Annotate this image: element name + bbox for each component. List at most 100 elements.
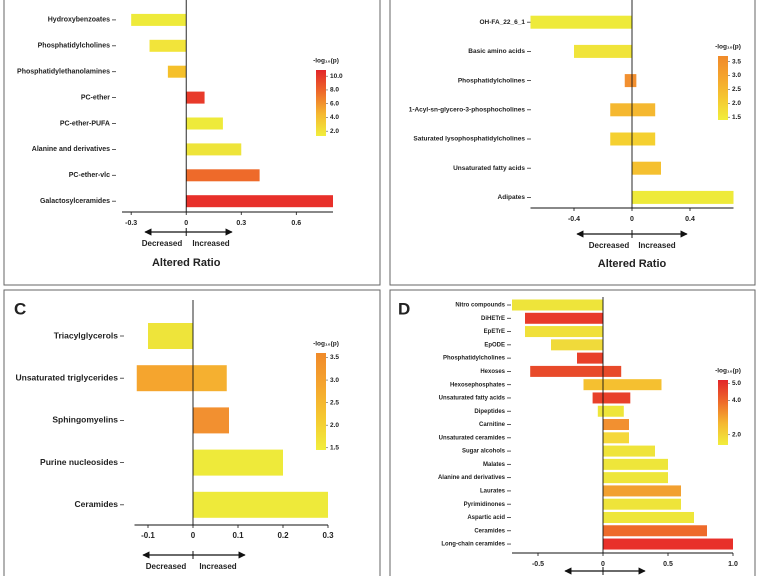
increased-label: Increased bbox=[199, 562, 236, 571]
panel-frame bbox=[3, 289, 381, 576]
colorbar-tick-label: 3.5 bbox=[732, 58, 741, 65]
category-label: Phosphatidylcholines bbox=[38, 43, 110, 50]
bar bbox=[603, 472, 668, 484]
colorbar-tick-label: 2.0 bbox=[732, 100, 741, 107]
category-label: Phosphatidylcholines bbox=[458, 77, 526, 84]
category-label: Unsaturated triglycerides bbox=[15, 372, 118, 382]
category-label: Hydroxybenzoates bbox=[48, 17, 110, 24]
bar bbox=[186, 91, 205, 104]
x-tick-label: 0 bbox=[601, 561, 605, 568]
decreased-label: Decreased bbox=[589, 241, 630, 250]
bar bbox=[149, 39, 187, 52]
category-label: Ceramides bbox=[75, 499, 119, 509]
colorbar-title: -log₁₀(p) bbox=[715, 44, 741, 51]
category-label: Malates bbox=[483, 462, 506, 468]
colorbar-title: -log₁₀(p) bbox=[313, 58, 339, 65]
panel: OH-FA_22_6_1 Basic amino acids Phosphatidy… bbox=[409, 0, 741, 270]
bar bbox=[603, 525, 707, 537]
category-label: Ceramides bbox=[474, 528, 505, 534]
bar bbox=[167, 65, 187, 78]
bar bbox=[525, 312, 603, 324]
bar bbox=[603, 432, 629, 444]
bar bbox=[186, 195, 333, 208]
category-label: EpETrE bbox=[484, 329, 505, 335]
bar bbox=[193, 407, 229, 434]
bar bbox=[603, 511, 694, 523]
bar bbox=[610, 132, 632, 146]
bar bbox=[603, 419, 629, 431]
category-label: Alanine and derivatives bbox=[438, 475, 506, 481]
bar bbox=[603, 445, 655, 457]
bar bbox=[131, 13, 187, 26]
category-label: Unsaturated fatty acids bbox=[453, 165, 525, 172]
panel-frame bbox=[3, 0, 381, 286]
bar bbox=[603, 405, 624, 417]
category-label: Aspartic acid bbox=[467, 515, 505, 521]
category-label: Hexosephosphates bbox=[450, 382, 506, 388]
colorbar-title: -log₁₀(p) bbox=[313, 341, 339, 348]
category-label: Basic amino acids bbox=[468, 48, 525, 55]
x-tick-label: 0.2 bbox=[277, 531, 289, 540]
category-label: Purine nucleosides bbox=[40, 457, 118, 467]
category-label: Long-chain ceramides bbox=[441, 542, 505, 548]
colorbar-tick-label: 4.0 bbox=[732, 397, 741, 404]
category-label: EpODE bbox=[484, 342, 505, 348]
increased-label: Increased bbox=[638, 241, 675, 250]
bar bbox=[624, 74, 632, 88]
category-label: Carnitine bbox=[479, 422, 506, 428]
category-label: Pyrimidinones bbox=[464, 502, 506, 508]
bar bbox=[592, 392, 603, 404]
colorbar-tick-label: 5.0 bbox=[732, 380, 741, 387]
category-label: PC-ether bbox=[81, 94, 110, 101]
decreased-label: Decreased bbox=[146, 562, 187, 571]
category-label: Triacylglycerols bbox=[54, 330, 119, 340]
bar bbox=[583, 379, 603, 391]
decreased-label: Decreased bbox=[142, 239, 183, 248]
bar bbox=[632, 103, 656, 117]
bar bbox=[193, 491, 328, 518]
colorbar-tick-label: 2.0 bbox=[330, 128, 339, 135]
bar bbox=[632, 161, 661, 175]
bar bbox=[603, 379, 662, 391]
x-axis-title: Altered Ratio bbox=[598, 258, 667, 270]
bar bbox=[148, 323, 193, 349]
colorbar-tick-label: 6.0 bbox=[330, 100, 339, 107]
bar bbox=[610, 103, 632, 117]
category-label: Phosphatidylcholines bbox=[443, 356, 506, 362]
bar bbox=[603, 458, 668, 470]
category-label: Sugar alcohols bbox=[462, 449, 506, 455]
x-tick-label: 1.0 bbox=[728, 561, 738, 568]
x-tick-label: 0.1 bbox=[232, 531, 244, 540]
colorbar-tick-label: 1.5 bbox=[330, 444, 339, 451]
colorbar-tick-label: 3.0 bbox=[330, 377, 339, 384]
category-label: Sphingomyelins bbox=[52, 415, 118, 425]
category-label: Saturated lysophosphatidylcholines bbox=[413, 136, 525, 143]
bar bbox=[512, 299, 603, 311]
bar bbox=[136, 365, 193, 392]
category-label: Unsaturated ceramides bbox=[439, 435, 506, 441]
bar bbox=[551, 339, 603, 351]
bar bbox=[597, 405, 603, 417]
colorbar-tick-label: 3.5 bbox=[330, 354, 339, 361]
bar bbox=[193, 449, 283, 476]
colorbar-tick-label: 2.0 bbox=[330, 422, 339, 429]
colorbar-tick-label: 3.0 bbox=[732, 72, 741, 79]
x-tick-label: -0.4 bbox=[568, 216, 580, 223]
colorbar bbox=[718, 56, 728, 120]
colorbar-tick-label: 2.5 bbox=[330, 399, 339, 406]
bar bbox=[632, 190, 734, 204]
category-label: Hexoses bbox=[480, 369, 505, 375]
category-label: Nitro compounds bbox=[455, 303, 505, 309]
panel-frame bbox=[389, 0, 756, 286]
colorbar-tick-label: 2.0 bbox=[732, 431, 741, 438]
x-tick-label: -0.3 bbox=[125, 220, 137, 227]
category-label: Adipates bbox=[498, 194, 526, 201]
panel: Hydroxybenzoates Phosphatidylcholines Phos… bbox=[17, 0, 343, 269]
colorbar-tick-label: 4.0 bbox=[330, 114, 339, 121]
panel-label: C bbox=[14, 299, 26, 318]
x-tick-label: 0.3 bbox=[322, 531, 334, 540]
bar bbox=[193, 365, 227, 392]
colorbar-tick-label: 1.5 bbox=[732, 114, 741, 121]
